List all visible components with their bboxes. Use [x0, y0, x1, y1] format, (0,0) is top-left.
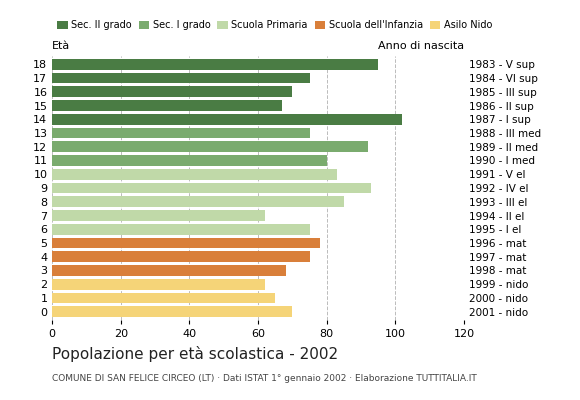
Bar — [52, 155, 327, 166]
Bar — [52, 169, 337, 180]
Bar — [52, 114, 402, 125]
Bar — [52, 265, 285, 276]
Bar — [52, 306, 292, 317]
Legend: Sec. II grado, Sec. I grado, Scuola Primaria, Scuola dell'Infanzia, Asilo Nido: Sec. II grado, Sec. I grado, Scuola Prim… — [57, 20, 492, 30]
Bar — [52, 86, 292, 97]
Bar — [52, 210, 265, 221]
Bar — [52, 141, 368, 152]
Bar — [52, 196, 344, 207]
Text: Anno di nascita: Anno di nascita — [378, 41, 464, 51]
Bar — [52, 59, 378, 70]
Bar — [52, 128, 310, 138]
Bar — [52, 279, 265, 290]
Text: Popolazione per età scolastica - 2002: Popolazione per età scolastica - 2002 — [52, 346, 338, 362]
Bar — [52, 224, 310, 235]
Bar — [52, 183, 371, 193]
Text: Età: Età — [52, 41, 70, 51]
Bar — [52, 100, 282, 111]
Bar — [52, 293, 276, 303]
Bar — [52, 238, 320, 248]
Text: COMUNE DI SAN FELICE CIRCEO (LT) · Dati ISTAT 1° gennaio 2002 · Elaborazione TUT: COMUNE DI SAN FELICE CIRCEO (LT) · Dati … — [52, 374, 477, 383]
Bar — [52, 251, 310, 262]
Bar — [52, 73, 310, 83]
